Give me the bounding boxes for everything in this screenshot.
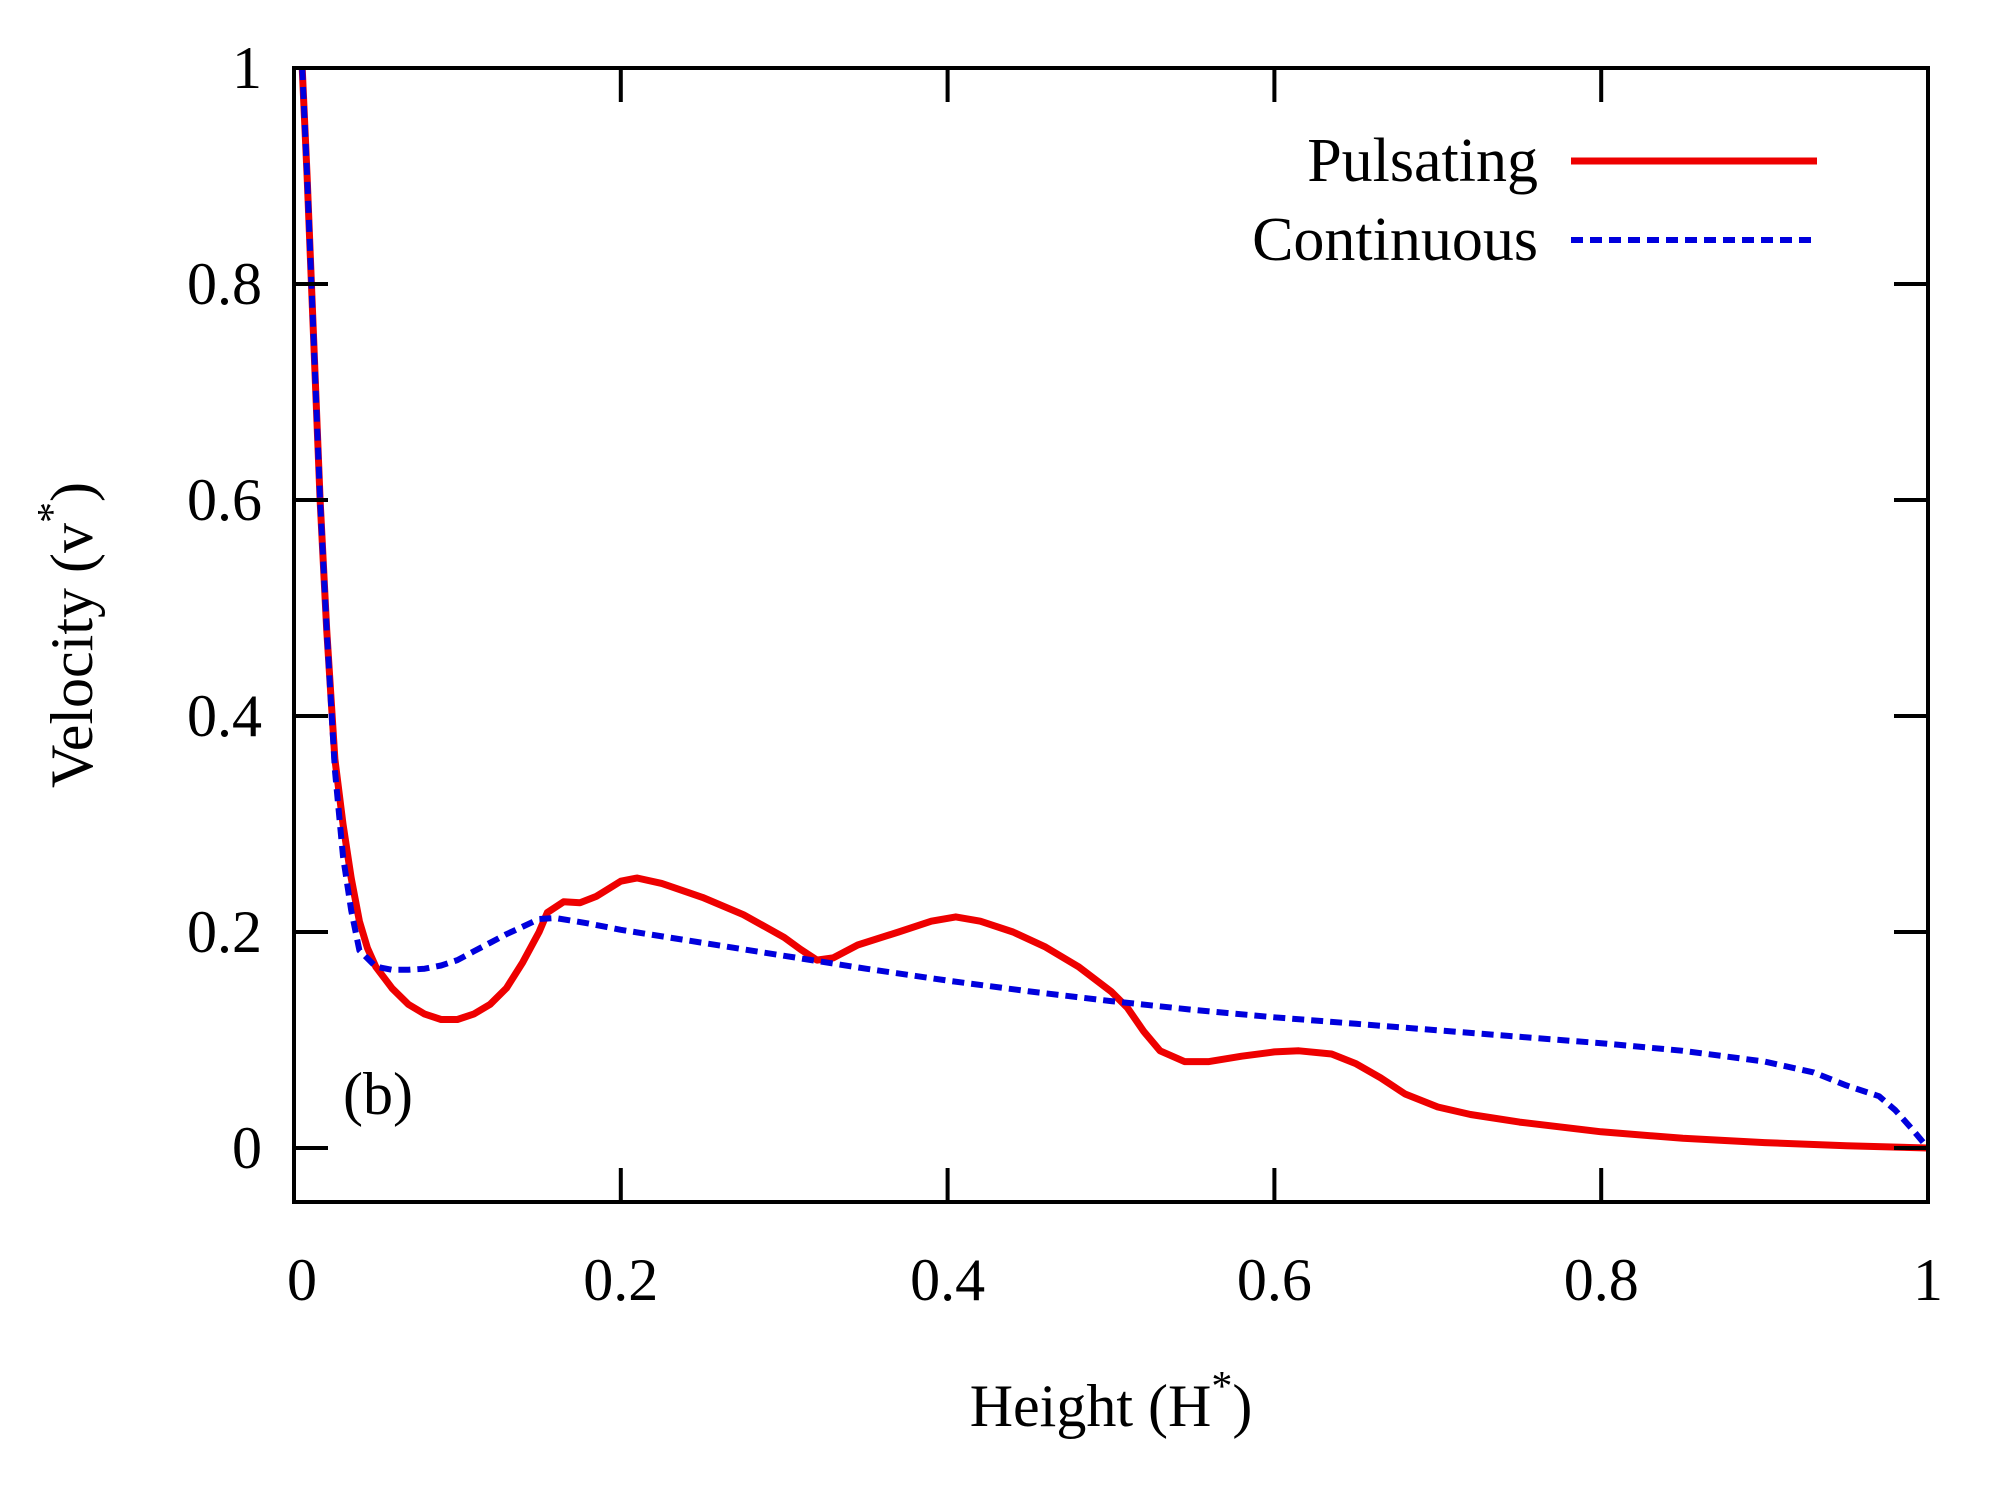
y-tick-label: 1 [232, 35, 262, 101]
y-axis-title-text: Velocity (v [39, 523, 105, 788]
legend-label-pulsating: Pulsating [1307, 127, 1538, 195]
x-tick-label: 0.2 [583, 1247, 658, 1313]
y-tick-label: 0.6 [187, 467, 262, 533]
y-axis-title-sup: * [30, 502, 76, 523]
x-axis-title: Height (H*) [970, 1364, 1253, 1439]
x-tick-label: 0.8 [1564, 1247, 1639, 1313]
y-tick-label: 0.2 [187, 899, 262, 965]
panel-annotation: (b) [343, 1061, 413, 1127]
x-tick-label: 1 [1913, 1247, 1943, 1313]
tick-labels-layer: 0 0.2 0.4 0.6 0.8 1 0 0.2 0.4 0.6 0.8 1 [187, 35, 1943, 1313]
x-tick-label: 0.4 [910, 1247, 985, 1313]
series-line-pulsating [298, 68, 1928, 1152]
y-tick-label: 0.4 [187, 683, 262, 749]
x-axis-title-sup: * [1211, 1364, 1232, 1410]
series-layer [298, 68, 1928, 1152]
series-line-continuous [299, 68, 1928, 1150]
x-tick-label: 0.6 [1237, 1247, 1312, 1313]
y-tick-label: 0.8 [187, 251, 262, 317]
x-tick-label: 0 [287, 1247, 317, 1313]
y-axis-title: Velocity (v*) [30, 482, 105, 788]
plot-frame [292, 66, 1930, 1204]
x-axis-title-text: Height (H [970, 1373, 1212, 1439]
x-axis-title-end: ) [1232, 1373, 1252, 1439]
legend: Pulsating Continuous [1252, 127, 1817, 274]
y-axis-title-end: ) [39, 482, 105, 502]
y-tick-label: 0 [232, 1115, 262, 1181]
legend-label-continuous: Continuous [1252, 206, 1538, 274]
ticks-layer [292, 66, 1930, 1202]
